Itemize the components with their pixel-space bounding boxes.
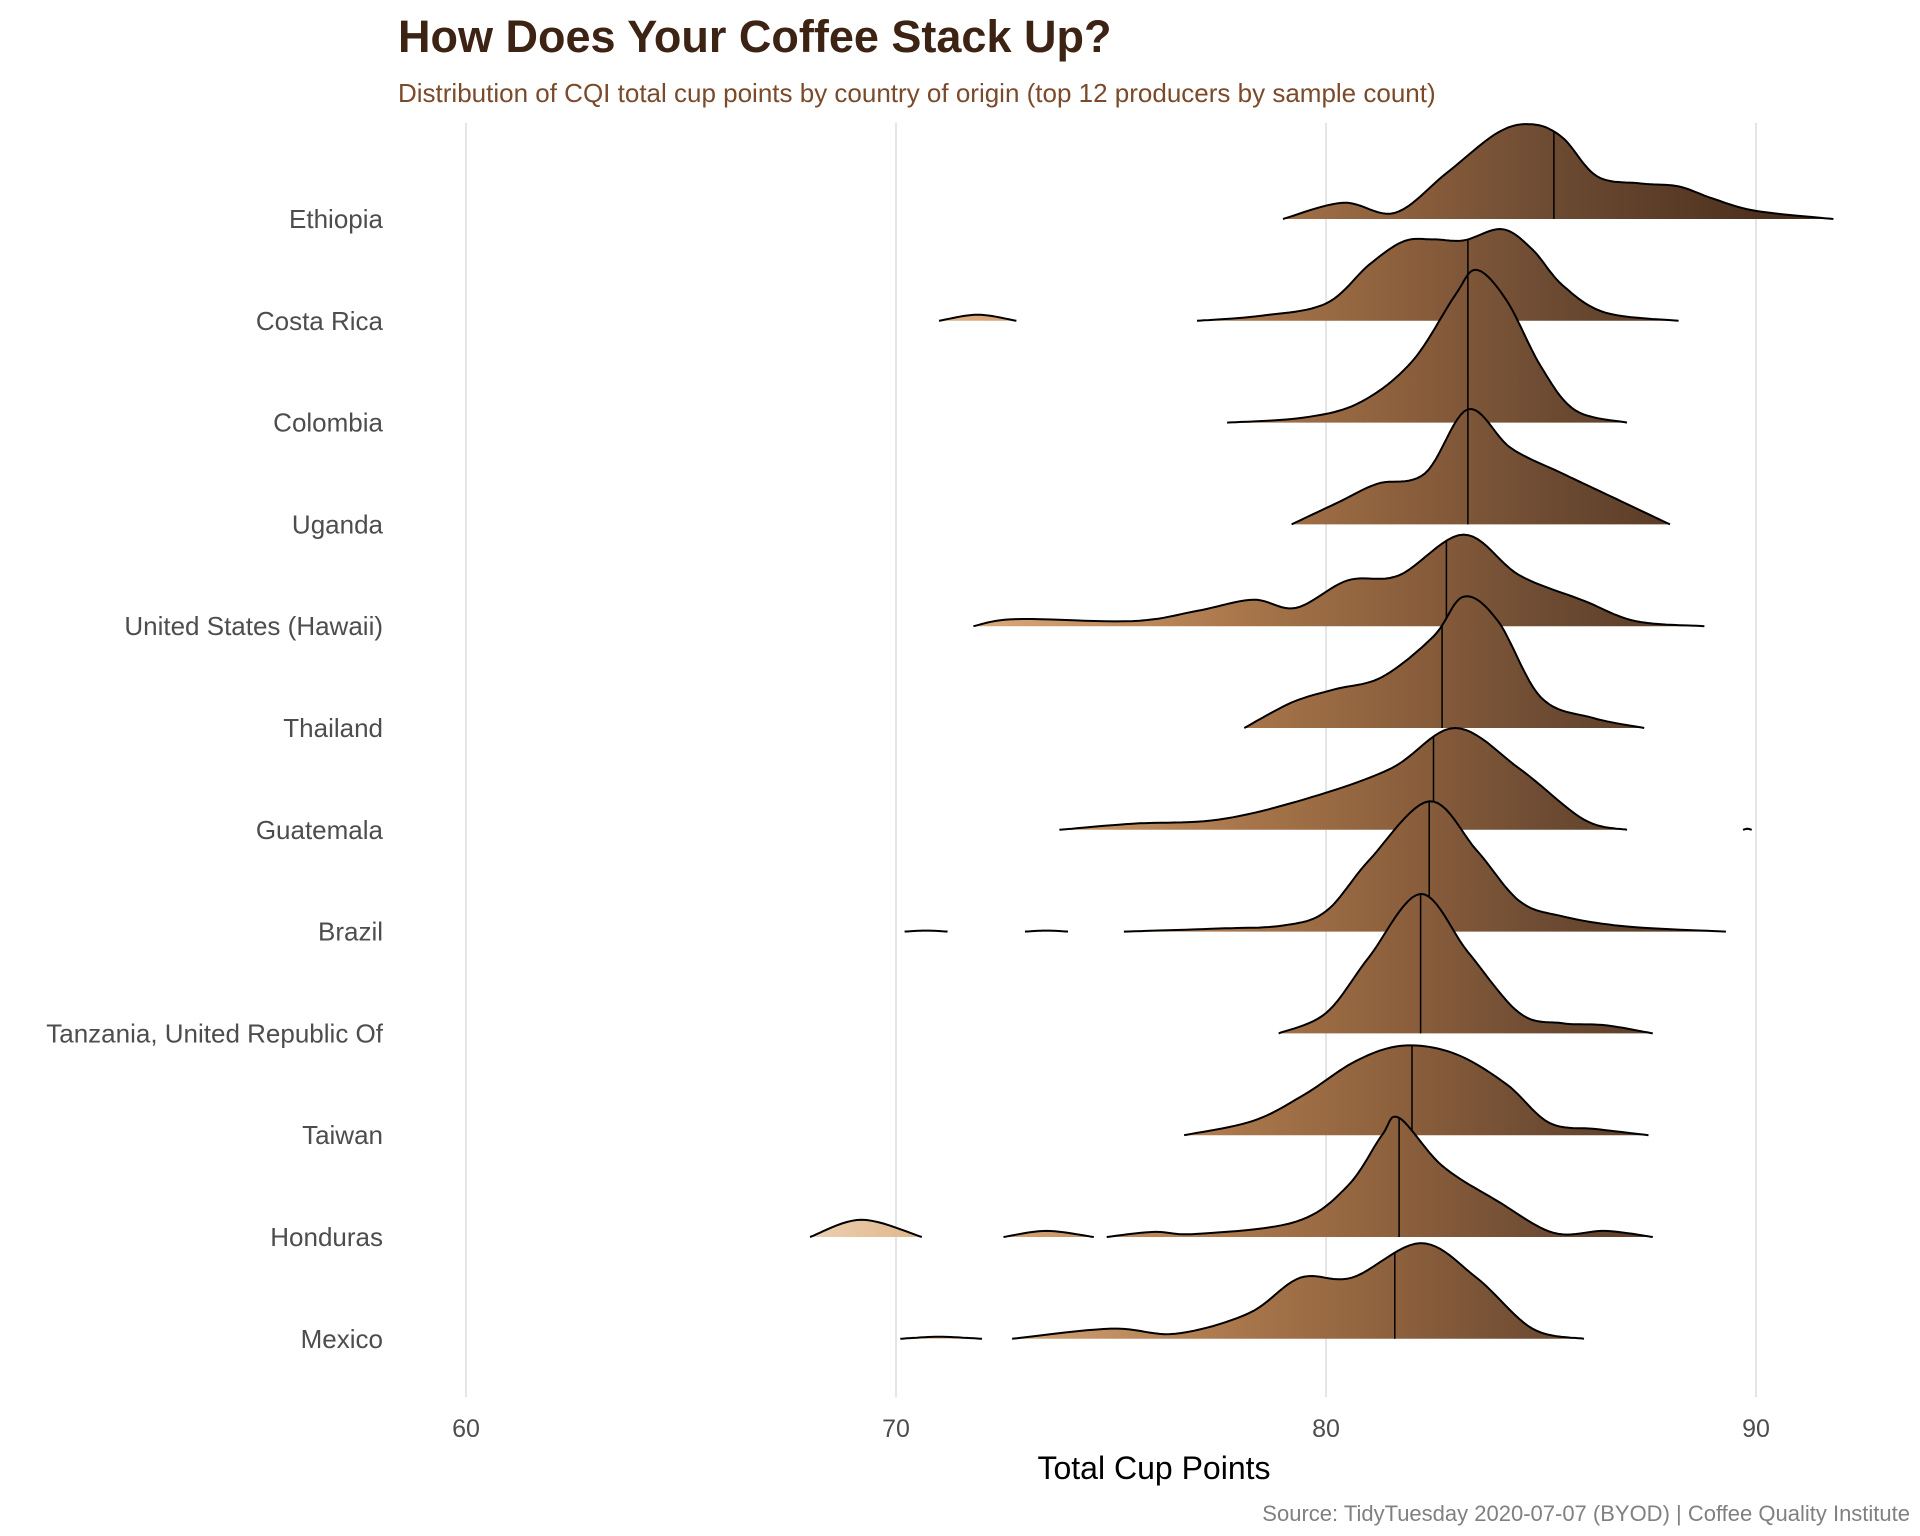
chart-subtitle: Distribution of CQI total cup points by … [398, 78, 1436, 108]
country-label: Colombia [273, 408, 383, 438]
density-outline [1024, 929, 1069, 933]
ridge-ethiopia [1282, 123, 1834, 220]
x-tick-label: 60 [452, 1415, 480, 1443]
ridge-united-states-hawaii- [973, 533, 1705, 628]
density-area [973, 534, 1705, 627]
ridge-tanzania-united-republic-of [1278, 892, 1653, 1035]
density-area [810, 1219, 922, 1237]
density-area [1184, 1045, 1649, 1136]
density-outline [1278, 892, 1653, 1035]
ridge-honduras [809, 1115, 1653, 1238]
density-area [1012, 1243, 1584, 1339]
density-area [1059, 728, 1627, 830]
country-label: United States (Hawaii) [124, 611, 383, 641]
density-outline [1196, 227, 1679, 322]
country-label: Uganda [292, 509, 384, 539]
x-axis-ticks: 60 70 80 90 [452, 1415, 1770, 1443]
density-outline [1106, 1115, 1653, 1238]
density-area [1106, 1116, 1653, 1237]
density-outline [973, 533, 1705, 628]
x-tick-label: 90 [1742, 1415, 1770, 1443]
gridlines [465, 123, 1757, 1397]
density-outline [1011, 1242, 1585, 1340]
country-label: Taiwan [302, 1120, 383, 1150]
density-area [1291, 409, 1670, 525]
chart-title: How Does Your Coffee Stack Up? [398, 11, 1111, 62]
ridges [809, 123, 1834, 1340]
x-tick-label: 80 [1312, 1415, 1340, 1443]
density-outline [904, 929, 948, 933]
density-outline [1742, 827, 1753, 831]
density-outline [1059, 726, 1628, 831]
density-outline [1282, 123, 1834, 220]
density-outline [809, 1218, 923, 1238]
ridge-thailand [1243, 595, 1645, 729]
density-area [1003, 1230, 1094, 1237]
ridge-colombia [1227, 268, 1628, 424]
country-label: Brazil [318, 917, 383, 947]
country-label: Costa Rica [256, 306, 384, 336]
density-area [1244, 596, 1645, 728]
density-area [1197, 229, 1679, 321]
ridge-costa-rica [938, 227, 1679, 322]
country-label: Guatemala [256, 815, 384, 845]
country-label: Honduras [270, 1222, 383, 1252]
density-outline [1227, 268, 1628, 424]
density-outline [1003, 1229, 1094, 1238]
x-tick-label: 70 [882, 1415, 910, 1443]
density-area [1123, 801, 1726, 932]
ridge-mexico [900, 1242, 1585, 1340]
density-area [1227, 269, 1627, 423]
density-area [939, 314, 1017, 321]
density-outline [938, 313, 1017, 322]
density-outline [900, 1335, 983, 1340]
country-label: Tanzania, United Republic Of [46, 1018, 384, 1048]
ridge-uganda [1291, 407, 1671, 526]
ridge-guatemala [1059, 726, 1753, 831]
x-axis-label: Total Cup Points [1037, 1450, 1270, 1486]
chart-caption: Source: TidyTuesday 2020-07-07 (BYOD) | … [1262, 1501, 1910, 1526]
density-outline [1243, 595, 1645, 729]
country-label: Thailand [283, 713, 383, 743]
density-area [1278, 893, 1653, 1034]
country-label: Ethiopia [289, 204, 383, 234]
y-axis-labels: Ethiopia Costa Rica Colombia Uganda United S… [46, 204, 384, 1354]
ridge-taiwan [1183, 1044, 1649, 1137]
ridge-brazil [904, 800, 1726, 933]
density-outline [1183, 1044, 1649, 1137]
country-label: Mexico [301, 1324, 383, 1354]
density-area [1283, 124, 1834, 219]
